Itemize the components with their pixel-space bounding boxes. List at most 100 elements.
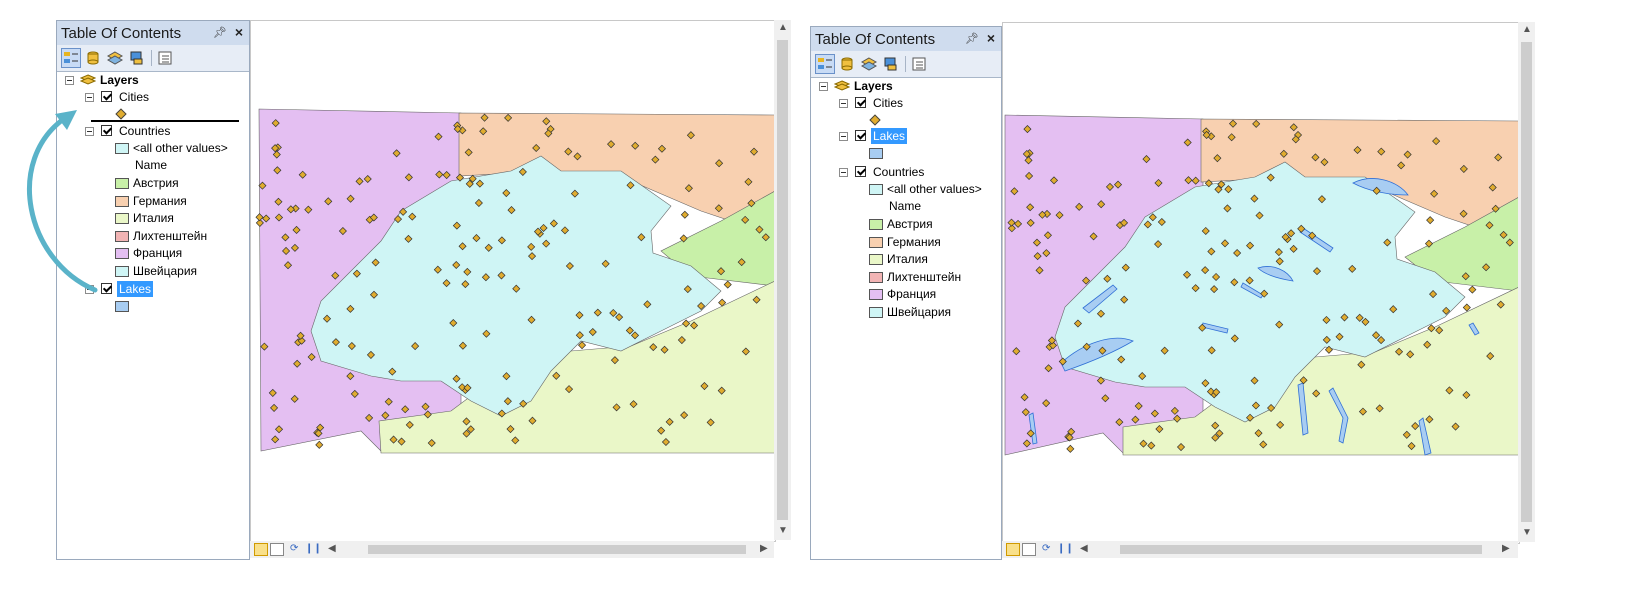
city-point: [262, 214, 271, 223]
layers-group-row[interactable]: Layers: [65, 72, 235, 88]
city-point: [1211, 433, 1220, 442]
cities-checkbox[interactable]: [101, 91, 112, 102]
map-vertical-scrollbar[interactable]: ▲ ▼: [1518, 22, 1535, 542]
countries-layer-row[interactable]: Countries: [839, 164, 989, 180]
city-point: [1007, 224, 1016, 233]
cities-layer-row[interactable]: Cities: [839, 95, 989, 111]
list-by-selection-button[interactable]: [127, 48, 147, 68]
vertical-scroll-thumb[interactable]: [1521, 42, 1532, 522]
map-vertical-scrollbar[interactable]: ▲ ▼: [774, 20, 791, 540]
city-point: [1266, 173, 1275, 182]
lakes-checkbox[interactable]: [101, 283, 112, 294]
refresh-icon[interactable]: ⟳: [1042, 543, 1051, 554]
options-button[interactable]: [909, 54, 929, 74]
list-by-drawing-order-button[interactable]: [61, 48, 81, 68]
city-point: [1397, 161, 1406, 170]
scroll-up-icon[interactable]: ▲: [1522, 24, 1532, 35]
city-point: [660, 345, 669, 354]
vertical-scroll-thumb[interactable]: [777, 40, 788, 520]
city-point: [258, 181, 267, 190]
city-point: [369, 290, 379, 299]
scroll-up-icon[interactable]: ▲: [778, 22, 788, 33]
countries-checkbox[interactable]: [855, 166, 866, 177]
scroll-down-icon[interactable]: ▼: [1522, 527, 1532, 538]
city-point: [388, 367, 397, 376]
close-icon[interactable]: ×: [986, 30, 995, 46]
data-view-button[interactable]: [1006, 543, 1020, 556]
collapse-icon[interactable]: [65, 76, 74, 85]
city-point: [1407, 442, 1416, 451]
map-horizontal-scrollbar[interactable]: ⟳ ❙❙ ◀ ▶: [1002, 541, 1518, 558]
city-point: [1103, 274, 1112, 283]
layers-group-row[interactable]: Layers: [819, 78, 989, 94]
scroll-left-icon[interactable]: ◀: [1080, 543, 1088, 554]
city-point: [466, 425, 475, 434]
data-view-button[interactable]: [254, 543, 268, 556]
selection-icon: [130, 51, 143, 65]
pause-icon[interactable]: ❙❙: [1057, 543, 1074, 554]
right-arcmap-window: Table Of Contents 📌︎ ×: [808, 0, 1626, 610]
lake-maggiore: [1297, 382, 1309, 436]
horizontal-scroll-thumb[interactable]: [368, 545, 746, 554]
collapse-icon[interactable]: [839, 132, 848, 141]
city-point: [637, 233, 646, 242]
horizontal-scroll-thumb[interactable]: [1120, 545, 1482, 554]
list-by-drawing-order-button[interactable]: [815, 54, 835, 74]
city-point: [716, 267, 726, 276]
refresh-icon[interactable]: ⟳: [290, 543, 299, 554]
city-point: [1212, 272, 1221, 282]
city-point: [255, 218, 264, 227]
city-point: [1089, 232, 1098, 241]
city-point: [1215, 429, 1224, 438]
countries-checkbox[interactable]: [101, 125, 112, 136]
city-point: [1191, 284, 1200, 293]
list-by-selection-button[interactable]: [881, 54, 901, 74]
lakes-checkbox[interactable]: [855, 130, 866, 141]
city-point: [1082, 342, 1091, 351]
collapse-icon[interactable]: [839, 168, 848, 177]
city-point: [1324, 345, 1333, 354]
list-by-source-button[interactable]: [837, 54, 857, 74]
pause-icon[interactable]: ❙❙: [305, 543, 322, 554]
city-point: [682, 319, 691, 328]
map-horizontal-scrollbar[interactable]: ⟳ ❙❙ ◀ ▶: [250, 541, 774, 558]
table-of-contents-panel: Table Of Contents 📌︎ ×: [56, 20, 250, 560]
pin-icon[interactable]: 📌︎: [213, 27, 227, 39]
city-point: [1411, 422, 1420, 431]
list-by-source-button[interactable]: [83, 48, 103, 68]
list-by-visibility-button[interactable]: [105, 48, 125, 68]
city-point: [347, 342, 356, 351]
layers-label: Layers: [100, 73, 139, 87]
pin-icon[interactable]: 📌︎: [965, 33, 979, 45]
collapse-icon[interactable]: [839, 99, 848, 108]
map-view[interactable]: [1002, 22, 1520, 544]
city-point: [324, 197, 333, 206]
city-point: [570, 189, 579, 198]
cities-layer-row[interactable]: Cities: [85, 89, 235, 105]
scroll-right-icon[interactable]: ▶: [760, 543, 768, 554]
city-point: [565, 385, 574, 394]
list-by-visibility-button[interactable]: [859, 54, 879, 74]
city-point: [273, 166, 282, 175]
close-icon[interactable]: ×: [234, 24, 243, 40]
legend-label: Германия: [887, 234, 941, 249]
layout-view-button[interactable]: [270, 543, 284, 556]
city-point: [737, 258, 746, 267]
scroll-right-icon[interactable]: ▶: [1502, 543, 1510, 554]
city-point: [1105, 182, 1114, 191]
countries-layer-row[interactable]: Countries: [85, 123, 235, 139]
collapse-icon[interactable]: [85, 127, 94, 136]
collapse-icon[interactable]: [85, 93, 94, 102]
city-point: [1255, 211, 1264, 220]
city-point: [1442, 306, 1451, 315]
scroll-left-icon[interactable]: ◀: [328, 543, 336, 554]
layout-view-button[interactable]: [1022, 543, 1036, 556]
cities-checkbox[interactable]: [855, 97, 866, 108]
lakes-layer-row[interactable]: Lakes: [839, 128, 989, 144]
legend-swatch: [869, 271, 883, 283]
legend-swatch: [115, 248, 129, 259]
scroll-down-icon[interactable]: ▼: [778, 525, 788, 536]
options-button[interactable]: [155, 48, 175, 68]
map-view[interactable]: [250, 20, 776, 542]
collapse-icon[interactable]: [819, 82, 828, 91]
